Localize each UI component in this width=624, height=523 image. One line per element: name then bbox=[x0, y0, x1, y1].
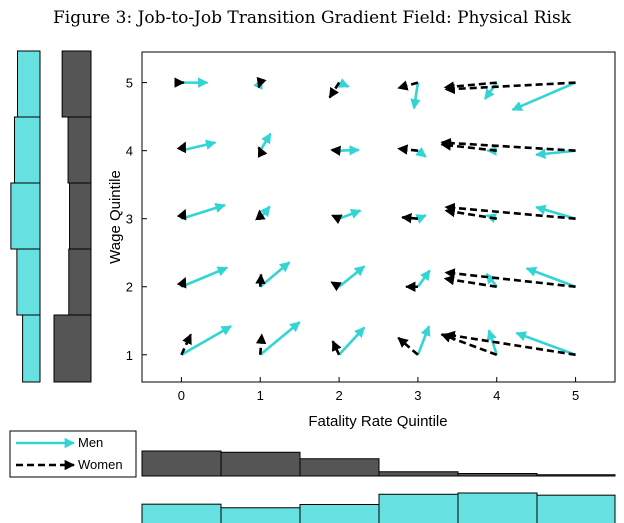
wage-men-bar bbox=[17, 50, 41, 118]
men-arrow bbox=[338, 326, 366, 356]
fatality-men-bar bbox=[299, 504, 380, 523]
men-arrow bbox=[181, 139, 217, 152]
women-arrow bbox=[255, 209, 266, 221]
men-arrow bbox=[338, 209, 362, 220]
men-arrow bbox=[181, 202, 226, 220]
women-arrow bbox=[397, 336, 419, 356]
women-arrow bbox=[328, 81, 341, 99]
women-arrow bbox=[443, 274, 497, 289]
wage-women-bar bbox=[53, 314, 92, 383]
women-arrow bbox=[444, 81, 576, 95]
plot-frame bbox=[141, 51, 616, 383]
y-tick-label: 5 bbox=[126, 76, 133, 91]
men-arrow bbox=[259, 205, 271, 220]
women-arrow bbox=[176, 276, 187, 289]
women-arrow bbox=[331, 340, 342, 356]
wage-men-bar bbox=[14, 116, 41, 184]
fatality-men-bar bbox=[378, 493, 459, 523]
women-arrow bbox=[255, 333, 267, 355]
fatality-men-bar bbox=[220, 507, 301, 523]
men-arrow bbox=[415, 214, 427, 224]
women-arrow bbox=[180, 333, 193, 356]
fatality-women-bar bbox=[536, 474, 616, 477]
women-arrow bbox=[176, 208, 187, 221]
fatality-women-bar bbox=[457, 473, 538, 477]
figure-title: Figure 3: Job-to-Job Transition Gradient… bbox=[53, 8, 572, 28]
men-arrow bbox=[253, 78, 264, 90]
wage-women-bar bbox=[61, 50, 92, 118]
men-arrow bbox=[259, 132, 272, 152]
fatality-women-bar bbox=[299, 458, 380, 477]
fatality-men-bar bbox=[141, 503, 222, 523]
x-tick-label: 1 bbox=[257, 388, 264, 403]
fatality-women-bar bbox=[378, 471, 459, 477]
wage-women-bar bbox=[67, 116, 92, 184]
women-arrow bbox=[330, 280, 342, 292]
fatality-women-bar bbox=[220, 451, 301, 477]
men-arrow bbox=[180, 325, 232, 356]
x-tick-label: 3 bbox=[414, 388, 421, 403]
x-axis-label: Fatality Rate Quintile bbox=[308, 413, 447, 430]
fatality-men-bar bbox=[457, 492, 538, 523]
x-tick-label: 4 bbox=[493, 388, 500, 403]
legend-men-label: Men bbox=[78, 435, 103, 450]
women-arrow bbox=[255, 273, 266, 287]
men-arrow bbox=[416, 325, 431, 356]
men-arrow bbox=[525, 266, 577, 288]
men-arrow bbox=[339, 145, 360, 156]
y-tick-label: 1 bbox=[126, 348, 133, 363]
arrow-field bbox=[174, 76, 577, 357]
y-axis-ticks: 1 2 3 4 5 bbox=[126, 76, 147, 363]
women-arrow bbox=[397, 144, 419, 155]
x-tick-label: 0 bbox=[178, 388, 185, 403]
fatality-marginal-histograms bbox=[141, 450, 616, 523]
men-arrow bbox=[535, 204, 576, 220]
wage-women-bar bbox=[69, 182, 92, 250]
x-tick-label: 5 bbox=[572, 388, 579, 403]
legend-women-label: Women bbox=[78, 457, 123, 472]
women-arrow bbox=[256, 76, 267, 89]
x-tick-label: 2 bbox=[335, 388, 342, 403]
women-arrow bbox=[444, 206, 497, 220]
y-tick-label: 3 bbox=[126, 212, 133, 227]
men-arrow bbox=[416, 269, 431, 288]
women-arrow bbox=[397, 80, 419, 91]
men-arrow bbox=[515, 331, 577, 357]
y-tick-label: 4 bbox=[126, 144, 133, 159]
wage-marginal-histograms bbox=[10, 50, 92, 383]
women-arrow bbox=[176, 141, 187, 154]
men-arrow bbox=[410, 82, 421, 110]
men-arrow bbox=[483, 81, 498, 100]
men-arrow bbox=[511, 81, 577, 112]
women-arrow bbox=[401, 212, 419, 224]
men-arrow bbox=[415, 146, 427, 158]
men-arrow bbox=[338, 265, 366, 288]
fatality-men-bar bbox=[536, 494, 616, 523]
men-arrow bbox=[337, 78, 350, 88]
y-tick-label: 2 bbox=[126, 280, 133, 295]
legend: Men Women bbox=[9, 430, 137, 478]
wage-men-bar bbox=[22, 314, 41, 383]
men-arrow bbox=[180, 266, 229, 288]
women-arrow bbox=[440, 332, 498, 357]
wage-men-bar bbox=[10, 182, 41, 250]
fatality-women-bar bbox=[141, 450, 222, 477]
women-arrow bbox=[331, 214, 343, 225]
women-arrow bbox=[443, 81, 497, 92]
wage-men-bar bbox=[16, 248, 41, 316]
women-arrow bbox=[444, 330, 576, 357]
men-arrow bbox=[259, 321, 301, 356]
x-axis-ticks: 0 1 2 3 4 5 bbox=[178, 377, 579, 403]
men-arrow bbox=[259, 261, 291, 288]
wage-women-bar bbox=[68, 248, 92, 316]
women-arrow bbox=[330, 145, 341, 156]
women-arrow bbox=[257, 146, 268, 158]
women-arrow bbox=[440, 137, 576, 152]
y-axis-label: Wage Quintile bbox=[107, 170, 124, 264]
